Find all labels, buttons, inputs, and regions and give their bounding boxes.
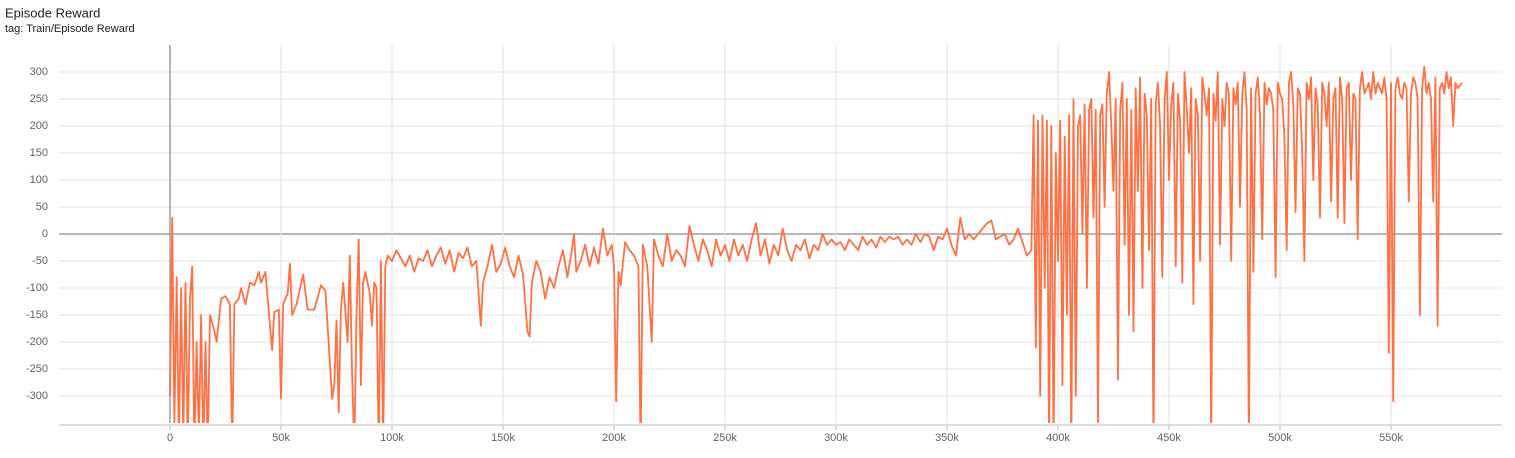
y-tick-label: -150 [26,309,48,321]
y-tick-label: 0 [42,228,48,240]
x-tick-label: 500k [1268,432,1292,444]
y-tick-label: -300 [26,390,48,402]
x-tick-label: 300k [824,432,848,444]
x-tick-label: 450k [1157,432,1181,444]
x-tick-label: 250k [713,432,737,444]
y-tick-label: 250 [30,93,48,105]
y-tick-label: 50 [36,201,48,213]
chart-title: Episode Reward [5,5,100,20]
y-tick-label: 150 [30,147,48,159]
y-tick-label: -50 [32,255,48,267]
x-tick-label: 400k [1046,432,1070,444]
chart-subtitle: tag: Train/Episode Reward [5,23,135,35]
y-tick-label: -200 [26,336,48,348]
data-line [169,65,1463,423]
x-tick-label: 100k [380,432,404,444]
x-tick-label: 350k [935,432,959,444]
x-tick-label: 550k [1379,432,1403,444]
y-tick-label: 100 [30,174,48,186]
x-tick-label: 150k [491,432,515,444]
y-tick-label: -100 [26,282,48,294]
x-tick-label: 0 [167,432,173,444]
y-tick-label: 300 [30,66,48,78]
y-tick-label: -250 [26,363,48,375]
x-tick-label: 200k [602,432,626,444]
x-tick-label: 50k [272,432,290,444]
y-tick-label: 200 [30,120,48,132]
